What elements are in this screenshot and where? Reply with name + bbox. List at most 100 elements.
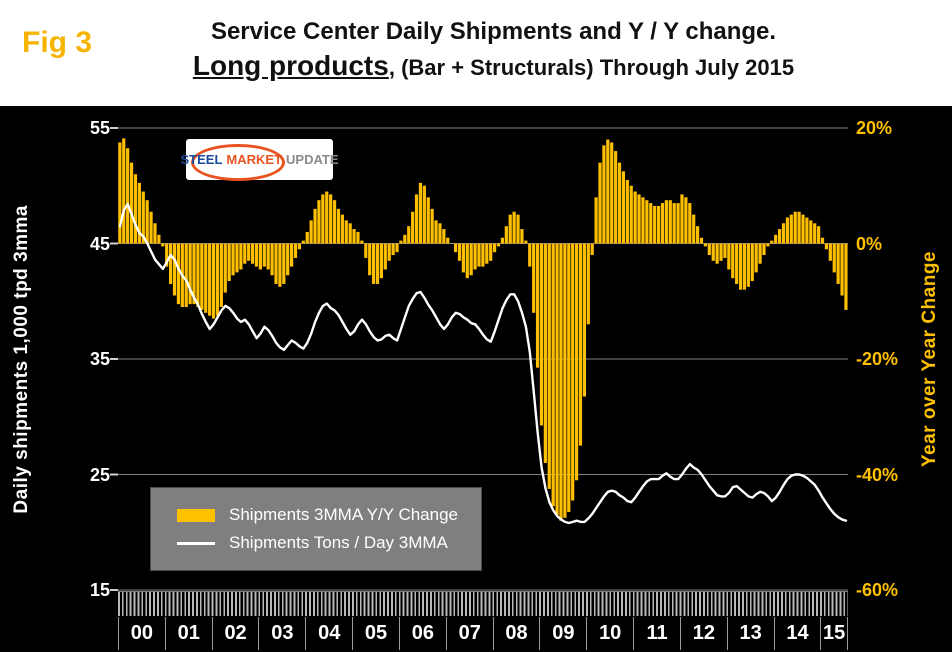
yy-change-bar <box>223 243 227 293</box>
yy-change-bar <box>481 243 485 267</box>
legend: Shipments 3MMA Y/Y Change Shipments Tons… <box>150 487 482 571</box>
yy-change-bar <box>727 243 731 270</box>
yy-change-bar <box>610 142 614 244</box>
yy-change-bar <box>785 217 789 244</box>
yy-change-bar <box>621 171 626 244</box>
yy-change-bar <box>692 214 696 244</box>
yy-change-bar <box>809 220 813 244</box>
right-axis-tick-label: -60% <box>856 580 899 600</box>
yy-change-bar <box>524 240 528 244</box>
yy-change-bar <box>528 243 532 267</box>
yy-change-bar <box>188 243 192 305</box>
yy-change-bar <box>660 203 665 244</box>
yy-change-bar <box>637 194 641 244</box>
yy-change-bar <box>828 243 832 261</box>
yy-change-bar <box>461 243 465 273</box>
month-tick-band <box>118 591 848 616</box>
logo-word-steel: STEEL <box>180 152 223 167</box>
yy-change-bar <box>551 243 555 507</box>
yy-change-bar <box>777 229 782 244</box>
yy-change-bar <box>169 243 173 284</box>
logo-word-update: UPDATE <box>286 152 339 167</box>
yy-change-bar <box>360 240 364 244</box>
yy-change-bar <box>329 194 333 244</box>
yy-change-bar <box>723 243 727 258</box>
right-axis-tick-labels: 20% 0% -20% -40% -60% <box>856 118 936 600</box>
yy-change-bar <box>293 243 298 258</box>
yy-change-bar <box>258 243 262 270</box>
yy-change-bar <box>457 243 462 261</box>
yy-change-bar <box>797 211 801 244</box>
yy-change-bar <box>411 211 415 244</box>
yy-change-bar <box>356 231 360 244</box>
yy-change-bar <box>414 194 419 244</box>
yy-change-bar <box>641 197 645 244</box>
yy-change-bar <box>157 234 161 244</box>
logo-word-market: MARKET <box>226 152 283 167</box>
smu-logo: STEEL MARKET UPDATE <box>181 139 339 181</box>
yy-change-bar <box>192 243 196 305</box>
yy-change-bar <box>391 243 395 256</box>
yy-change-bar <box>684 197 688 244</box>
yy-change-bar <box>227 243 231 282</box>
yy-change-bar <box>555 243 559 515</box>
yy-change-bar <box>375 243 380 284</box>
yy-change-bar <box>219 243 223 308</box>
left-axis-tick-label: 35 <box>89 349 110 369</box>
yy-change-bar <box>504 226 508 244</box>
yy-change-bar <box>200 243 204 310</box>
yy-change-bar <box>309 220 313 244</box>
yy-change-bar <box>434 220 438 244</box>
yy-change-bar <box>500 237 505 244</box>
yy-change-bar <box>407 226 411 244</box>
yy-change-bar <box>208 243 212 316</box>
yy-change-bar <box>676 203 680 244</box>
yy-change-bar <box>364 243 368 258</box>
x-axis-year-label: 14 <box>773 617 821 650</box>
yy-change-bar <box>161 243 165 247</box>
yy-change-bar <box>438 223 442 244</box>
x-axis-year-label: 04 <box>305 617 352 650</box>
yy-change-bar <box>742 243 747 290</box>
yy-change-bar <box>145 200 149 244</box>
right-axis-tick-label: 0% <box>856 233 883 254</box>
yy-change-bar <box>133 174 138 244</box>
right-axis-tick-label: -40% <box>856 464 899 485</box>
x-axis-year-label: 09 <box>539 617 586 650</box>
yy-change-bar <box>574 243 579 481</box>
yy-change-bar <box>543 243 547 463</box>
yy-change-bar <box>571 243 575 501</box>
chart-titles: Service Center Daily Shipments and Y / Y… <box>95 10 892 82</box>
yy-change-bar <box>699 237 704 244</box>
plot-area <box>110 127 848 591</box>
left-axis-tick-label: 55 <box>89 118 110 138</box>
yy-change-bar <box>176 243 181 305</box>
yy-change-bar <box>282 243 286 284</box>
yy-change-bar <box>578 243 583 446</box>
chart-title: Service Center Daily Shipments and Y / Y… <box>210 18 777 45</box>
yy-change-bar <box>430 208 434 244</box>
yy-change-bar <box>465 243 469 279</box>
bar-swatch-icon <box>177 508 215 522</box>
yy-change-bar <box>594 197 598 244</box>
yy-change-bar <box>715 243 719 264</box>
yy-change-bar <box>789 214 793 244</box>
yy-change-bar <box>493 243 497 253</box>
yy-change-bar <box>496 243 501 247</box>
yy-change-bar <box>563 243 567 518</box>
x-axis-year-label: 15 <box>820 617 848 650</box>
yy-change-bar <box>582 243 586 397</box>
yy-change-bar <box>469 243 473 276</box>
yy-change-bar <box>766 243 770 247</box>
yy-change-bar <box>336 208 341 244</box>
yy-change-bar <box>453 243 458 253</box>
line-swatch-icon <box>177 541 215 545</box>
x-axis-year-label: 08 <box>492 617 540 650</box>
yy-change-bar <box>532 243 536 313</box>
yy-change-bar <box>688 203 692 244</box>
yy-change-bar <box>301 240 305 244</box>
yy-change-bar <box>680 194 684 244</box>
chart-subtitle: Long products, (Bar + Structurals) Throu… <box>95 50 892 82</box>
yy-change-bar <box>696 226 700 244</box>
